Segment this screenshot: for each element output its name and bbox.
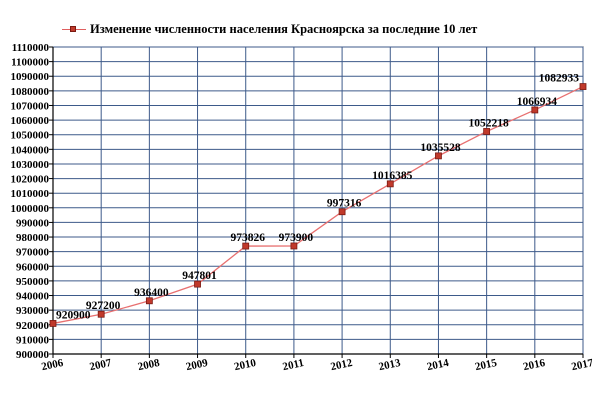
chart-legend: Изменение численности населения Краснояр… (62, 22, 477, 37)
data-label: 920900 (56, 309, 91, 321)
data-label: 973826 (230, 232, 265, 244)
data-label: 1066934 (517, 96, 558, 108)
x-tick-label: 2013 (378, 357, 403, 373)
data-label: 1052218 (469, 117, 510, 129)
data-label: 947801 (182, 270, 217, 282)
data-label: 936400 (134, 287, 169, 299)
y-tick-label: 940000 (16, 291, 50, 303)
y-tick-label: 980000 (16, 232, 50, 244)
series-line (52, 85, 584, 325)
legend-marker-icon (62, 25, 86, 35)
y-tick-label: 910000 (16, 334, 50, 346)
x-tick-label: 2016 (522, 357, 547, 373)
x-tick-label: 2006 (40, 357, 65, 373)
data-point (242, 242, 250, 250)
y-tick-label: 1000000 (11, 203, 50, 215)
y-tick-label: 1090000 (11, 71, 50, 83)
y-tick-label: 1070000 (11, 100, 50, 112)
plot-area (52, 46, 584, 355)
data-label: 1035528 (420, 142, 461, 154)
data-label: 1016385 (372, 170, 413, 182)
data-point (145, 297, 153, 305)
data-point (386, 180, 394, 188)
y-tick-label: 1030000 (11, 159, 50, 171)
data-point (194, 280, 201, 288)
x-tick-label: 2010 (233, 357, 258, 373)
y-tick-label: 930000 (16, 305, 50, 317)
data-point (49, 320, 57, 327)
x-tick-label: 2015 (474, 357, 499, 373)
data-point (579, 83, 587, 90)
y-tick-label: 1110000 (12, 42, 50, 54)
y-tick-label: 1020000 (11, 174, 50, 186)
data-point (338, 208, 346, 216)
data-label: 973900 (279, 232, 314, 244)
data-label: 997316 (327, 198, 362, 210)
data-label: 927200 (86, 300, 121, 312)
data-point (290, 242, 298, 250)
x-tick-label: 2012 (329, 357, 354, 373)
data-point (483, 128, 491, 135)
y-tick-label: 1010000 (11, 188, 50, 200)
x-tick-label: 2007 (89, 357, 114, 373)
y-tick-label: 960000 (16, 261, 50, 273)
y-tick-label: 1060000 (11, 115, 50, 127)
x-tick-label: 2009 (185, 357, 210, 373)
y-tick-label: 970000 (16, 247, 50, 259)
data-point (97, 310, 105, 318)
x-tick-label: 2011 (282, 357, 305, 373)
x-tick-label: 2008 (137, 357, 162, 373)
y-tick-label: 950000 (16, 276, 50, 288)
legend-label: Изменение численности населения Краснояр… (90, 22, 478, 36)
y-tick-label: 1080000 (11, 86, 50, 98)
data-point (531, 106, 539, 114)
y-tick-label: 1100000 (11, 57, 49, 69)
y-tick-label: 1040000 (11, 144, 50, 156)
x-tick-label: 2017 (570, 357, 595, 373)
y-tick-label: 1050000 (11, 130, 50, 142)
y-tick-label: 920000 (16, 320, 50, 332)
data-label: 1082933 (539, 73, 580, 85)
data-point (435, 152, 442, 160)
x-tick-label: 2014 (426, 357, 451, 373)
y-tick-label: 990000 (16, 217, 50, 229)
y-tick-label: 900000 (16, 349, 50, 361)
